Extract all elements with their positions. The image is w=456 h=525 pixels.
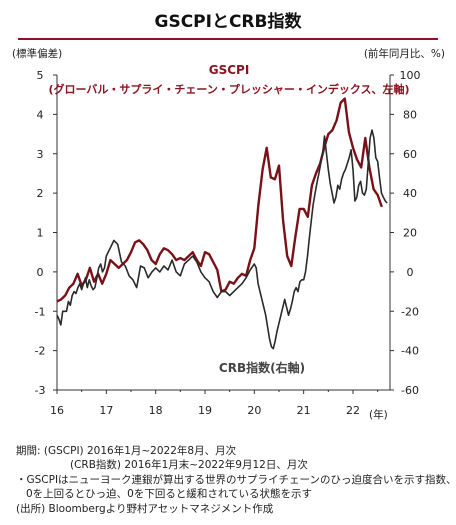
right-tick-label: 40 — [403, 187, 417, 200]
right-tick-label: -40 — [401, 345, 419, 358]
chart-title: GSCPIとCRB指数 — [154, 12, 302, 32]
note-gscpi-line2: 0を上回るとひっ迫、0を下回ると緩和されている状態を示す — [26, 488, 313, 501]
left-tick-label: 1 — [37, 227, 44, 240]
x-tick-label: 21 — [297, 404, 311, 417]
right-tick-label: 80 — [403, 108, 417, 121]
note-period-crb: (CRB指数) 2016年1月末~2022年9月12日、月次 — [70, 459, 308, 472]
x-tick-label: 22 — [346, 404, 360, 417]
left-tick-label: -3 — [35, 384, 46, 397]
right-tick-label: 0 — [407, 266, 414, 279]
left-tick-label: 0 — [37, 266, 44, 279]
annotation-gscpi-name: GSCPI — [209, 63, 250, 77]
left-tick-label: 3 — [37, 148, 44, 161]
left-axis-label: (標準偏差) — [12, 47, 62, 60]
title-rule — [18, 38, 438, 40]
x-tick-label: 18 — [149, 404, 163, 417]
note-gscpi-line1: ・GSCPIはニューヨーク連銀が算出する世界のサプライチェーンのひっ迫度合いを示… — [16, 473, 456, 486]
right-tick-label: 20 — [403, 227, 417, 240]
left-tick-label: -1 — [35, 305, 46, 318]
series-line-gscpi — [56, 97, 383, 303]
note-period-gscpi: (GSCPI) 2016年1月~2022年8月、月次 — [43, 445, 237, 457]
notes-block: 期間: (GSCPI) 2016年1月~2022年8月、月次 (CRB指数) 2… — [16, 444, 456, 516]
note-period-label: 期間: — [16, 445, 41, 457]
title-area: GSCPIとCRB指数 — [0, 0, 456, 42]
left-tick-label: 2 — [37, 187, 44, 200]
left-tick-label: -2 — [35, 345, 46, 358]
series-line-crb — [56, 129, 388, 350]
x-tick-label: 19 — [198, 404, 212, 417]
left-tick-label: 4 — [37, 108, 44, 121]
note-period-line1: 期間: (GSCPI) 2016年1月~2022年8月、月次 — [16, 444, 448, 458]
right-tick-label: -20 — [401, 305, 419, 318]
right-tick-label: 60 — [403, 148, 417, 161]
x-tick-label: 16 — [50, 404, 64, 417]
x-tick-label: 17 — [99, 404, 113, 417]
right-axis-label: (前年同月比、%) — [364, 47, 445, 60]
left-tick-label: 5 — [37, 69, 44, 82]
right-tick-label: 100 — [400, 69, 421, 82]
annotation-gscpi-desc: (グローバル・サプライ・チェーン・プレッシャー・インデックス、左軸) — [48, 82, 409, 96]
x-unit-label: (年) — [369, 408, 388, 421]
right-tick-label: -60 — [401, 384, 419, 397]
annotation-crb-name: CRB指数(右軸) — [219, 360, 305, 375]
x-tick-label: 20 — [247, 404, 261, 417]
note-source: (出所) Bloombergより野村アセットマネジメント作成 — [16, 502, 274, 515]
